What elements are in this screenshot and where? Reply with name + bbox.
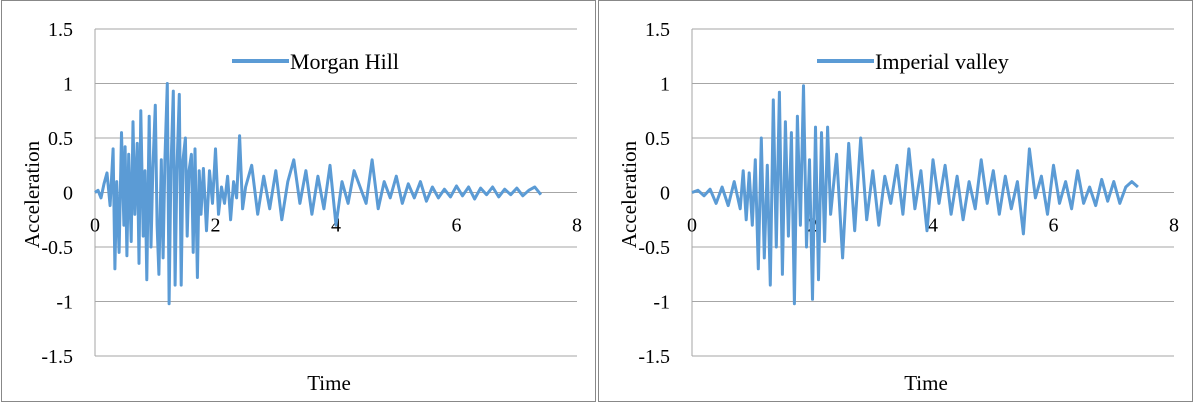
series-line-0 [691,84,1139,306]
y-tick-label: 0.5 [48,128,73,150]
series-line-0 [94,82,543,306]
y-tick-label: -0.5 [638,237,670,259]
y-axis-title: Acceleration [20,140,44,248]
chart-svg-imperial-valley: 1.510.50-0.5-1-1.50 2 4 6 8TimeAccelerationI… [617,19,1179,395]
x-tick-label: 2 [211,215,221,237]
x-tick-label: 8 [1169,215,1179,237]
y-tick-label: 0 [660,183,670,205]
chart-panel-imperial-valley: 1.5 1 0.5 0 -0.5 -1 -1.5 0 2 4 6 8 Time Acceleration I… [598,0,1193,402]
chart-svg-morgan-hill: 1.510.50-0.5-1-1.50 2 4 6 8TimeAccelerationM… [20,19,582,395]
y-tick-label: 0 [63,183,73,205]
chart-panel-morgan-hill: 1.5 1 0.5 0 -0.5 -1 -1.5 0 2 4 6 8 Time Acceleration M… [1,0,596,402]
y-tick-label: 1 [63,74,73,96]
x-tick-label: 0 [687,215,697,237]
y-tick-label: -0.5 [41,237,73,259]
y-tick-label: 1.5 [645,19,670,41]
y-tick-label: -1 [56,292,73,314]
x-axis-title: Time [904,371,948,395]
y-tick-label: 1 [660,74,670,96]
x-axis-title: Time [307,371,351,395]
legend-label: Imperial valley [875,49,1009,74]
y-axis-title: Acceleration [617,140,641,248]
x-tick-label: 4 [928,215,938,237]
legend-label: Morgan Hill [290,49,399,74]
y-tick-label: -1.5 [41,346,73,368]
y-tick-label: 1.5 [48,19,73,41]
y-tick-label: -1.5 [638,346,670,368]
x-tick-label: 0 [90,215,100,237]
x-tick-label: 6 [1049,215,1059,237]
x-tick-label: 6 [452,215,462,237]
y-tick-label: 0.5 [645,128,670,150]
y-tick-label: -1 [653,292,670,314]
x-tick-label: 8 [572,215,582,237]
